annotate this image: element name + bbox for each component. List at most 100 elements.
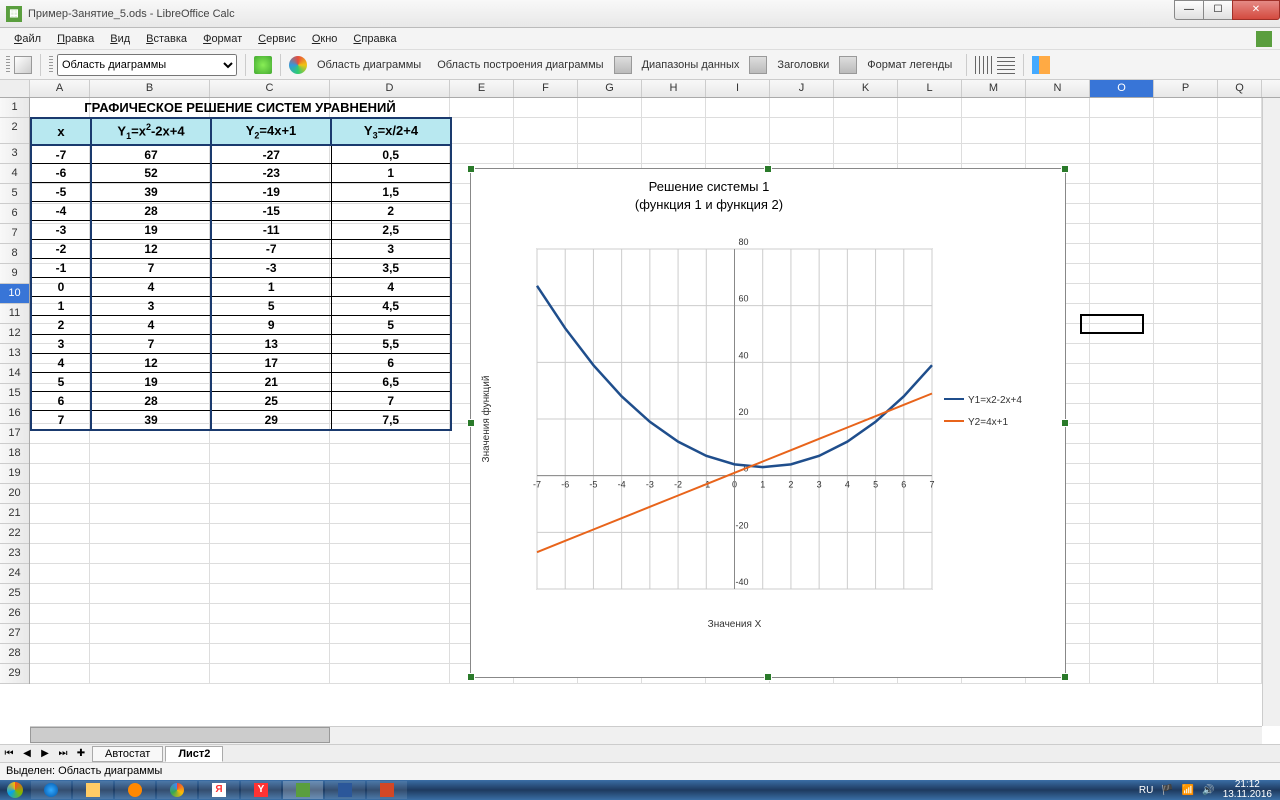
cells-area[interactable]: ГРАФИЧЕСКОЕ РЕШЕНИЕ СИСТЕМ УРАВНЕНИЙ xY1… bbox=[30, 98, 1280, 684]
col-header-O[interactable]: O bbox=[1090, 80, 1154, 97]
row-header[interactable]: 7 bbox=[0, 224, 29, 244]
menu-insert[interactable]: Вставка bbox=[138, 31, 195, 47]
row-header[interactable]: 24 bbox=[0, 564, 29, 584]
col-header-B[interactable]: B bbox=[90, 80, 210, 97]
taskbar-word[interactable] bbox=[325, 781, 365, 799]
minimize-button[interactable]: — bbox=[1174, 0, 1204, 20]
tab-add[interactable]: ✚ bbox=[72, 748, 90, 759]
col-header-N[interactable]: N bbox=[1026, 80, 1090, 97]
taskbar-ppt[interactable] bbox=[367, 781, 407, 799]
tab-last[interactable]: ⏭ bbox=[54, 748, 72, 759]
resize-handle[interactable] bbox=[1061, 673, 1069, 681]
3d-view-icon[interactable] bbox=[254, 56, 272, 74]
chart-object[interactable]: -40-20020406080-7-6-5-4-3-2-101234567Реш… bbox=[470, 168, 1066, 678]
taskbar-yandex[interactable]: Я bbox=[199, 781, 239, 799]
row-header[interactable]: 26 bbox=[0, 604, 29, 624]
legend-icon[interactable] bbox=[839, 56, 857, 74]
taskbar-calc[interactable] bbox=[283, 781, 323, 799]
row-header[interactable]: 4 bbox=[0, 164, 29, 184]
row-header[interactable]: 2 bbox=[0, 118, 29, 144]
resize-handle[interactable] bbox=[467, 673, 475, 681]
row-header[interactable]: 20 bbox=[0, 484, 29, 504]
col-header-C[interactable]: C bbox=[210, 80, 330, 97]
col-header-J[interactable]: J bbox=[770, 80, 834, 97]
row-header[interactable]: 13 bbox=[0, 344, 29, 364]
col-header-E[interactable]: E bbox=[450, 80, 514, 97]
row-header[interactable]: 8 bbox=[0, 244, 29, 264]
data-ranges-button[interactable]: Диапазоны данных bbox=[636, 57, 746, 73]
resize-handle[interactable] bbox=[764, 673, 772, 681]
chart-type-icon[interactable] bbox=[289, 56, 307, 74]
menu-tools[interactable]: Сервис bbox=[250, 31, 304, 47]
select-all-corner[interactable] bbox=[0, 80, 30, 97]
row-header[interactable]: 28 bbox=[0, 644, 29, 664]
col-header-F[interactable]: F bbox=[514, 80, 578, 97]
col-header-D[interactable]: D bbox=[330, 80, 450, 97]
col-header-I[interactable]: I bbox=[706, 80, 770, 97]
chart-area-button[interactable]: Область диаграммы bbox=[311, 57, 427, 73]
col-header-A[interactable]: A bbox=[30, 80, 90, 97]
maximize-button[interactable]: ☐ bbox=[1203, 0, 1233, 20]
taskbar-chrome[interactable] bbox=[157, 781, 197, 799]
horizontal-scrollbar[interactable] bbox=[30, 726, 1262, 744]
tab-next[interactable]: ▶ bbox=[36, 748, 54, 759]
menu-help[interactable]: Справка bbox=[345, 31, 404, 47]
vgrid-icon[interactable] bbox=[997, 56, 1015, 74]
col-header-M[interactable]: M bbox=[962, 80, 1026, 97]
col-header-L[interactable]: L bbox=[898, 80, 962, 97]
titles-icon[interactable] bbox=[749, 56, 767, 74]
resize-handle[interactable] bbox=[764, 165, 772, 173]
legend-format-button[interactable]: Формат легенды bbox=[861, 57, 958, 73]
row-header[interactable]: 14 bbox=[0, 364, 29, 384]
row-header[interactable]: 9 bbox=[0, 264, 29, 284]
row-header[interactable]: 10 bbox=[0, 284, 29, 304]
resize-handle[interactable] bbox=[1061, 419, 1069, 427]
tray-lang[interactable]: RU bbox=[1139, 785, 1153, 796]
taskbar-media[interactable] bbox=[115, 781, 155, 799]
resize-handle[interactable] bbox=[467, 419, 475, 427]
menu-file[interactable]: Файл bbox=[6, 31, 49, 47]
taskbar-ie[interactable] bbox=[31, 781, 71, 799]
vertical-scrollbar[interactable] bbox=[1262, 98, 1280, 726]
bars-icon[interactable] bbox=[1032, 56, 1050, 74]
start-button[interactable] bbox=[0, 780, 30, 800]
row-header[interactable]: 27 bbox=[0, 624, 29, 644]
row-header[interactable]: 23 bbox=[0, 544, 29, 564]
row-header[interactable]: 5 bbox=[0, 184, 29, 204]
row-header[interactable]: 1 bbox=[0, 98, 29, 118]
col-header-G[interactable]: G bbox=[578, 80, 642, 97]
resize-handle[interactable] bbox=[1061, 165, 1069, 173]
resize-handle[interactable] bbox=[467, 165, 475, 173]
close-button[interactable]: ✕ bbox=[1232, 0, 1280, 20]
tray-date[interactable]: 13.11.2016 bbox=[1223, 790, 1272, 800]
row-header[interactable]: 18 bbox=[0, 444, 29, 464]
tray-network-icon[interactable]: 📶 bbox=[1182, 785, 1194, 796]
col-header-Q[interactable]: Q bbox=[1218, 80, 1262, 97]
row-header[interactable]: 29 bbox=[0, 664, 29, 684]
row-header[interactable]: 21 bbox=[0, 504, 29, 524]
menu-window[interactable]: Окно bbox=[304, 31, 346, 47]
row-header[interactable]: 12 bbox=[0, 324, 29, 344]
tray-flag-icon[interactable]: 🏴 bbox=[1161, 785, 1173, 796]
row-header[interactable]: 3 bbox=[0, 144, 29, 164]
titles-button[interactable]: Заголовки bbox=[771, 57, 835, 73]
row-header[interactable]: 19 bbox=[0, 464, 29, 484]
taskbar-explorer[interactable] bbox=[73, 781, 113, 799]
chart-element-selector[interactable]: Область диаграммы bbox=[57, 54, 237, 76]
row-header[interactable]: 11 bbox=[0, 304, 29, 324]
row-header[interactable]: 17 bbox=[0, 424, 29, 444]
tab-prev[interactable]: ◀ bbox=[18, 748, 36, 759]
sheet-tab-autostat[interactable]: Автостат bbox=[92, 746, 163, 762]
save-icon[interactable] bbox=[1256, 31, 1272, 47]
tray-volume-icon[interactable]: 🔊 bbox=[1202, 785, 1214, 796]
hgrid-icon[interactable] bbox=[975, 56, 993, 74]
row-header[interactable]: 15 bbox=[0, 384, 29, 404]
arrow-icon[interactable] bbox=[14, 56, 32, 74]
row-header[interactable]: 6 bbox=[0, 204, 29, 224]
col-header-K[interactable]: K bbox=[834, 80, 898, 97]
plot-area-button[interactable]: Область построения диаграммы bbox=[431, 57, 609, 73]
row-header[interactable]: 16 bbox=[0, 404, 29, 424]
row-header[interactable]: 22 bbox=[0, 524, 29, 544]
col-header-H[interactable]: H bbox=[642, 80, 706, 97]
data-icon[interactable] bbox=[614, 56, 632, 74]
